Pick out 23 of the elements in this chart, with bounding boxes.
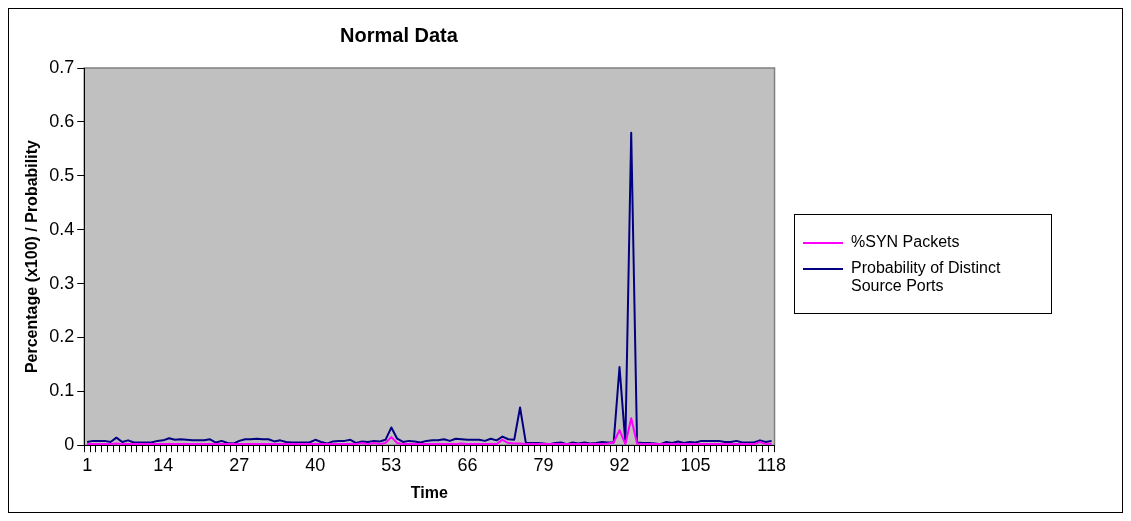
x-tick-label: 27 [229, 454, 250, 475]
y-axis-title: Percentage (x100) / Probability [23, 140, 41, 374]
x-tick-label: 79 [533, 454, 554, 475]
x-tick-label: 40 [305, 454, 326, 475]
x-tick-label: 1 [82, 454, 93, 475]
legend-label: Probability of Distinct Source Ports [851, 259, 1002, 295]
x-tick-label: 14 [153, 454, 174, 475]
y-tick-label: 0.7 [49, 56, 75, 77]
x-tick-label: 92 [609, 454, 630, 475]
x-axis-title: Time [410, 483, 448, 501]
y-tick-label: 0.4 [49, 218, 75, 239]
y-tick-label: 0 [64, 434, 75, 455]
chart-title: Normal Data [340, 23, 459, 46]
y-tick-label: 0.2 [49, 326, 75, 347]
y-tick-label: 0.3 [49, 272, 75, 293]
y-tick-label: 0.6 [49, 110, 75, 131]
legend-label: %SYN Packets [851, 233, 960, 251]
x-tick-label: 105 [680, 454, 711, 475]
x-tick-label: 53 [381, 454, 402, 475]
x-tick-label: 118 [757, 454, 786, 475]
y-tick-label: 0.1 [49, 380, 75, 401]
y-tick-label: 0.5 [49, 164, 75, 185]
x-tick-label: 66 [457, 454, 478, 475]
